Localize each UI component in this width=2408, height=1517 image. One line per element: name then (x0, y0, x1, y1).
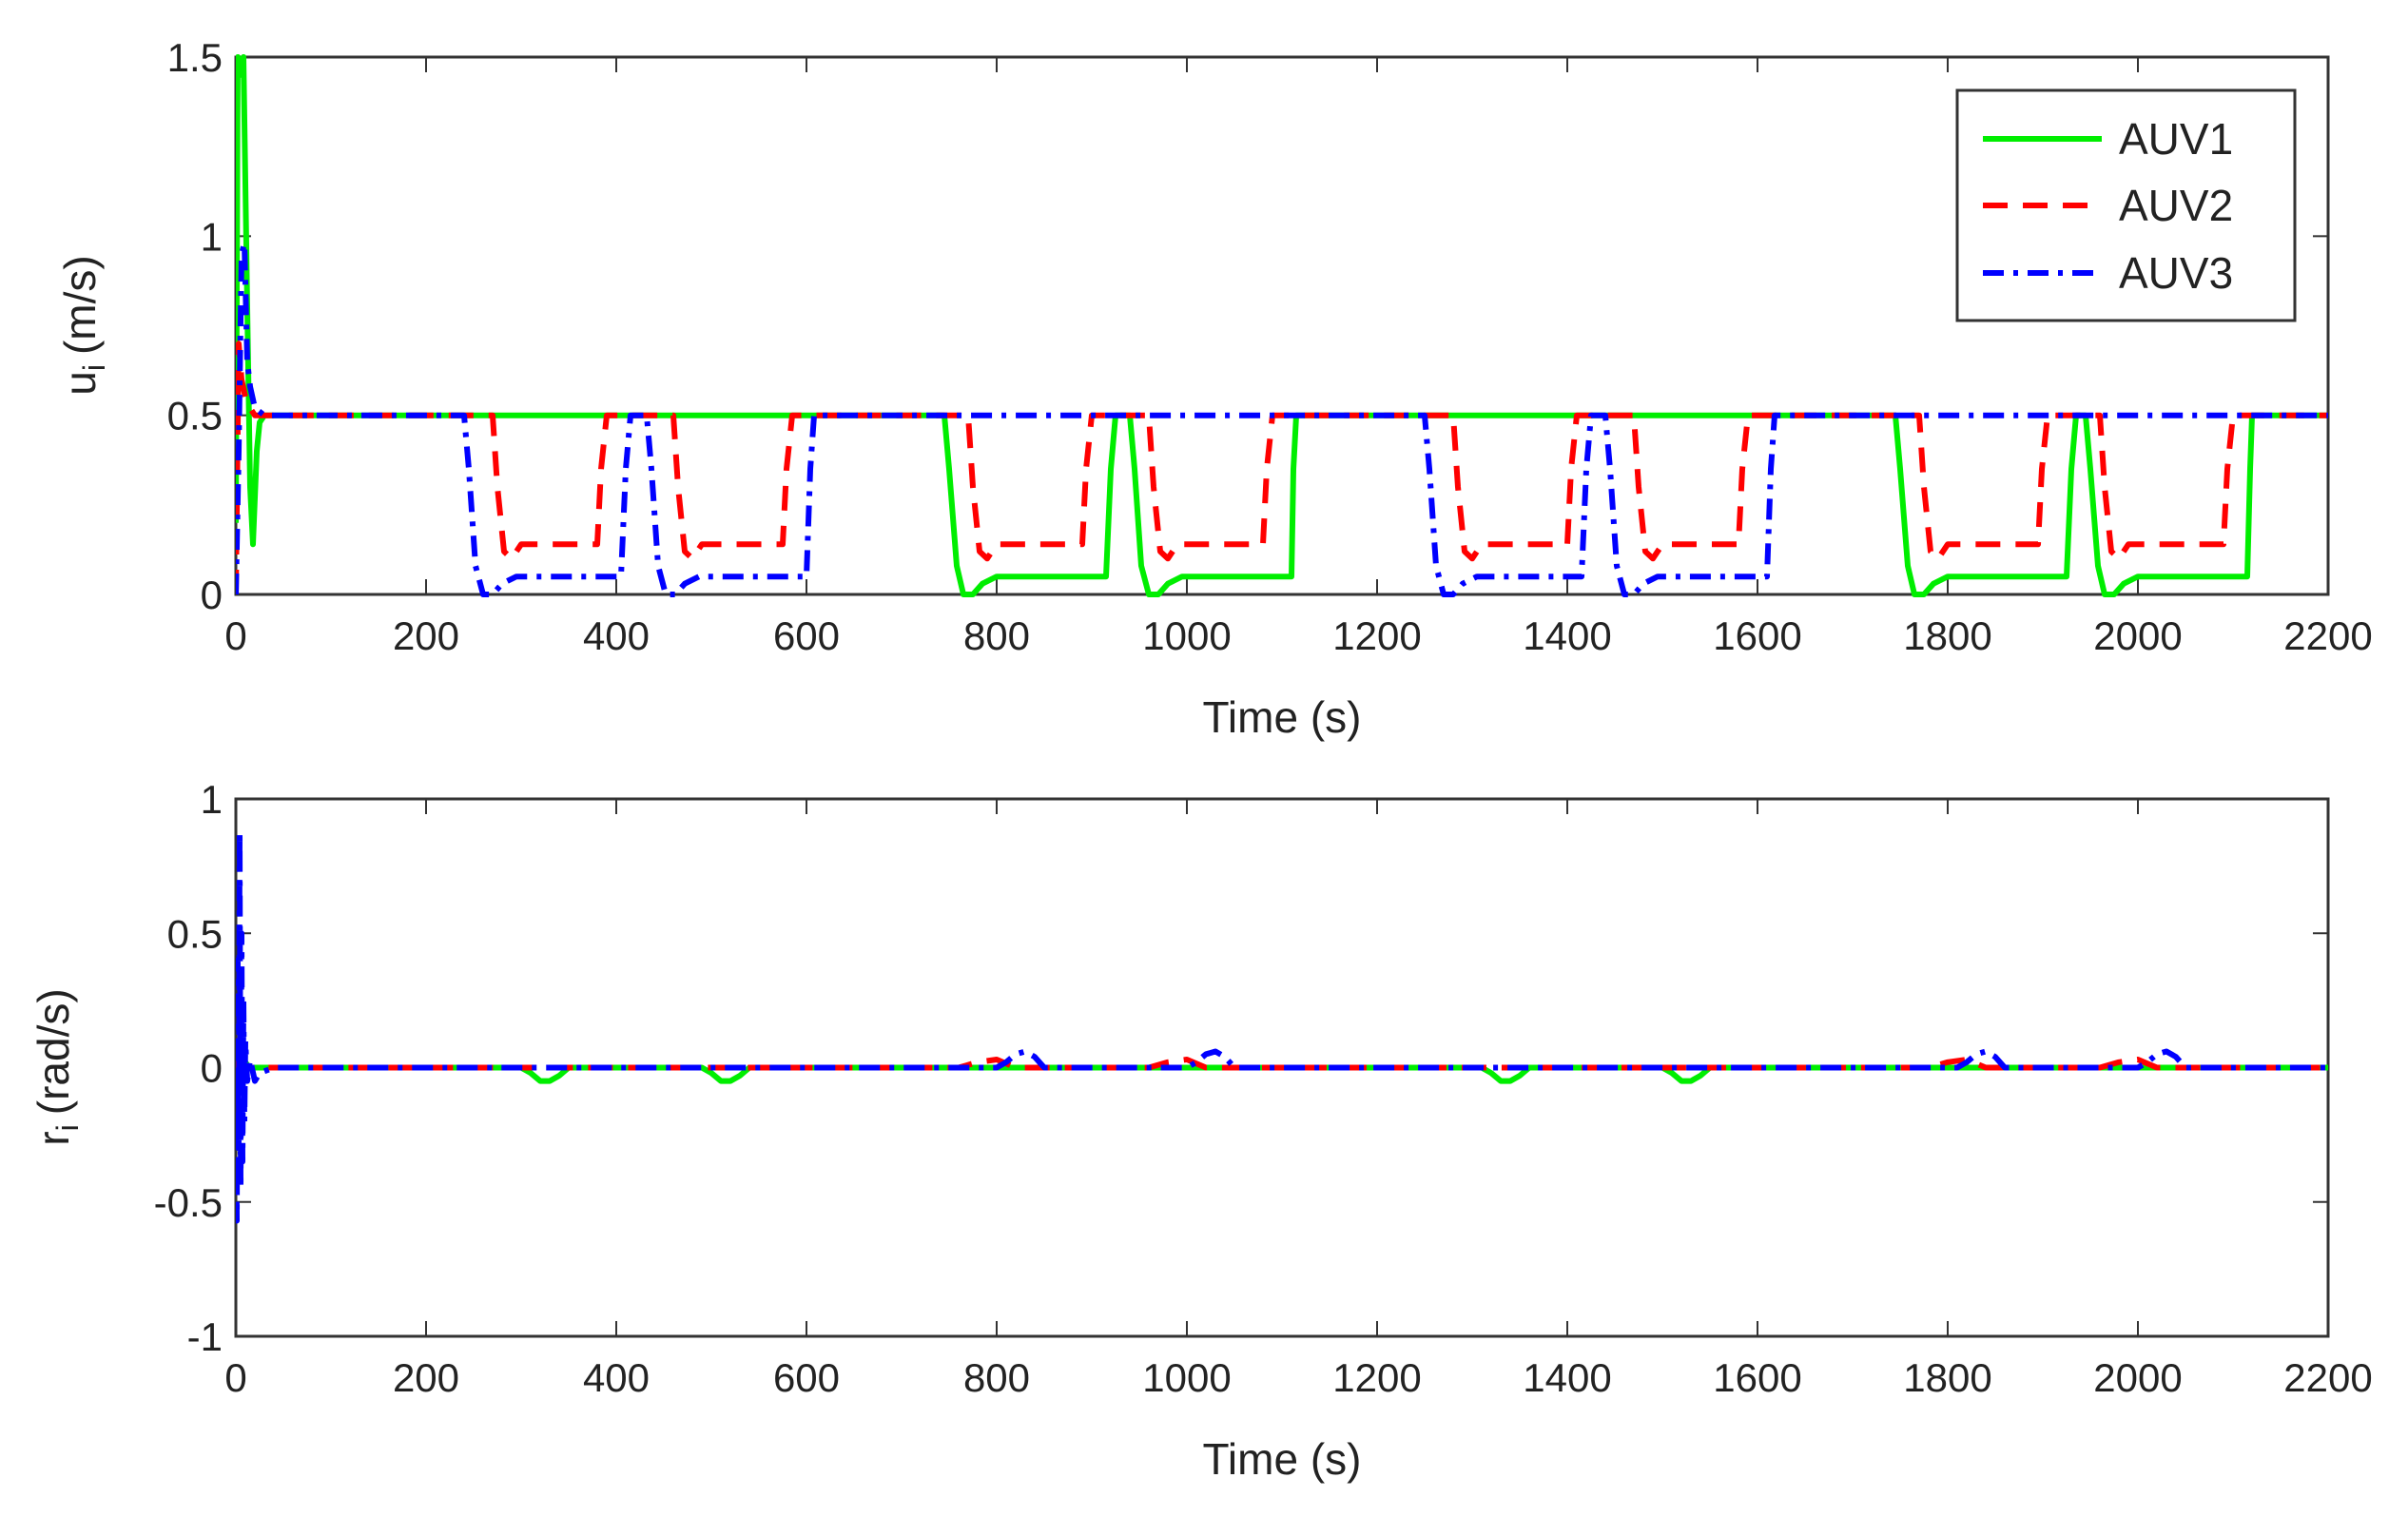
y-tick-label: 0 (201, 573, 223, 617)
series-layer-yaw-rate (236, 827, 2328, 1224)
x-tick-label: 200 (393, 1355, 459, 1400)
ticks-yaw-rate: 0 200 400 600 800 1000 1200 1400 1600 1800 2000 220… (154, 777, 2373, 1400)
x-tick-label: 200 (393, 613, 459, 658)
y-tick-label: 1 (201, 214, 223, 259)
y-tick-label: 1.5 (167, 35, 223, 80)
y-axis-subscript-speed: i (77, 364, 111, 371)
y-tick-label: 0.5 (167, 911, 223, 956)
y-axis-unit-speed: (m/s) (55, 255, 105, 355)
y-tick-label: -1 (187, 1314, 223, 1359)
x-tick-label: 1800 (1903, 1355, 1991, 1400)
x-tick-label: 1400 (1523, 1355, 1611, 1400)
y-tick-label: -0.5 (154, 1180, 223, 1225)
x-tick-label: 0 (224, 613, 246, 658)
legend-label-auv3: AUV3 (2119, 248, 2233, 298)
series-auv2-line (236, 340, 2328, 595)
legend-box (1955, 88, 2297, 322)
series-auv3-line (236, 240, 2328, 597)
chart-yaw-rate: 0 200 400 600 800 1000 1200 1400 1600 1800 2000 220… (29, 777, 2373, 1484)
x-tick-label: 1200 (1332, 613, 1421, 658)
x-tick-label: 1600 (1713, 613, 1801, 658)
y-axis-symbol-yaw-rate: r (29, 1131, 78, 1145)
x-tick-label: 800 (963, 1355, 1030, 1400)
y-tick-label: 0.5 (167, 394, 223, 438)
x-axis-title-speed: Time (s) (1203, 692, 1362, 742)
x-tick-label: 2200 (2283, 1355, 2372, 1400)
y-axis-unit-yaw-rate: (rad/s) (29, 988, 78, 1115)
x-tick-label: 600 (773, 1355, 840, 1400)
y-axis-title-yaw-rate: ri (rad/s) (29, 988, 85, 1145)
y-axis-symbol-speed: u (55, 371, 105, 396)
legend-label-auv1: AUV1 (2119, 114, 2233, 164)
x-tick-label: 2200 (2283, 613, 2372, 658)
y-axis-title-speed: ui (m/s) (55, 255, 111, 395)
y-tick-label: 1 (201, 777, 223, 822)
x-tick-label: 400 (583, 1355, 650, 1400)
x-tick-label: 1400 (1523, 613, 1611, 658)
x-tick-label: 0 (224, 1355, 246, 1400)
ticks-speed: 0 200 400 600 800 1000 1200 1400 1600 1800 2000 220… (167, 35, 2373, 658)
series-layer-speed (236, 54, 2328, 597)
x-tick-label: 1000 (1142, 613, 1231, 658)
x-axis-title-yaw-rate: Time (s) (1203, 1434, 1362, 1484)
legend: AUV1 AUV2 AUV3 (1955, 88, 2297, 322)
x-tick-label: 400 (583, 613, 650, 658)
chart-speed: 0 200 400 600 800 1000 1200 1400 1600 1800 2000 220… (55, 35, 2373, 742)
x-tick-label: 1600 (1713, 1355, 1801, 1400)
x-tick-label: 1000 (1142, 1355, 1231, 1400)
y-tick-label: 0 (201, 1046, 223, 1091)
x-tick-label: 1200 (1332, 1355, 1421, 1400)
x-tick-label: 800 (963, 613, 1030, 658)
x-tick-label: 1800 (1903, 613, 1991, 658)
y-axis-subscript-yaw-rate: i (50, 1124, 85, 1131)
x-tick-label: 2000 (2093, 1355, 2182, 1400)
x-tick-label: 600 (773, 613, 840, 658)
legend-label-auv2: AUV2 (2119, 181, 2233, 230)
series-auv3-line (236, 827, 2328, 1224)
x-tick-label: 2000 (2093, 613, 2182, 658)
